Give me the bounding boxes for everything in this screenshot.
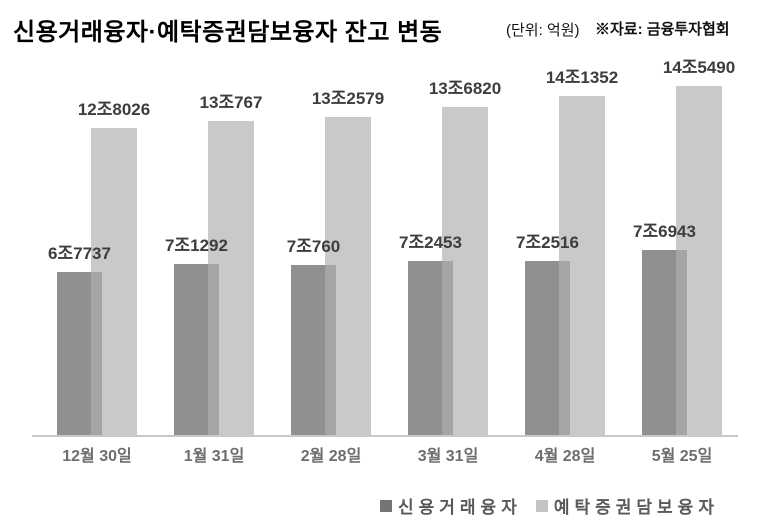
x-axis-label: 2월 28일: [300, 448, 362, 465]
source-note: ※자료: 금융투자협회: [595, 21, 730, 38]
value-label-series2: 13조767: [199, 93, 263, 112]
value-label-series2: 13조2579: [311, 89, 385, 108]
bar-overlap: [208, 264, 219, 435]
x-axis-label: 4월 28일: [534, 448, 596, 465]
bar-overlap: [559, 261, 570, 435]
legend-label-series1: 신용거래융자: [398, 498, 522, 517]
legend-swatch-series1-icon: [380, 499, 392, 512]
legend-label-series2: 예탁증권담보융자: [553, 498, 719, 517]
value-label-series1: 7조2516: [516, 233, 579, 252]
x-axis-label: 12월 30일: [62, 448, 132, 465]
x-axis-label: 3월 31일: [417, 448, 479, 465]
legend-swatch-series2-icon: [535, 499, 548, 512]
bar-overlap: [91, 272, 102, 435]
bar-overlap: [676, 250, 687, 435]
bar-overlap: [442, 261, 453, 435]
chart-title: 신용거래융자·예탁증권담보융자 잔고 변동: [13, 19, 443, 46]
legend: 신용거래융자 예탁증권담보융자: [380, 493, 719, 518]
value-label-series1: 7조1292: [165, 236, 228, 255]
value-label-series1: 7조2453: [399, 233, 462, 252]
value-label-series1: 7조760: [286, 237, 341, 256]
value-label-series1: 6조7737: [48, 244, 111, 263]
x-axis-label: 5월 25일: [651, 448, 713, 465]
bar-overlap: [325, 265, 336, 435]
value-label-series2: 14조1352: [545, 68, 619, 87]
value-label-series2: 13조6820: [428, 79, 502, 98]
value-label-series2: 14조5490: [662, 58, 736, 77]
value-label-series1: 7조6943: [633, 222, 696, 241]
unit-note: (단위: 억원): [506, 22, 580, 39]
x-axis-label: 1월 31일: [183, 448, 245, 465]
x-axis-line: [32, 435, 738, 437]
value-label-series2: 12조8026: [77, 100, 151, 119]
